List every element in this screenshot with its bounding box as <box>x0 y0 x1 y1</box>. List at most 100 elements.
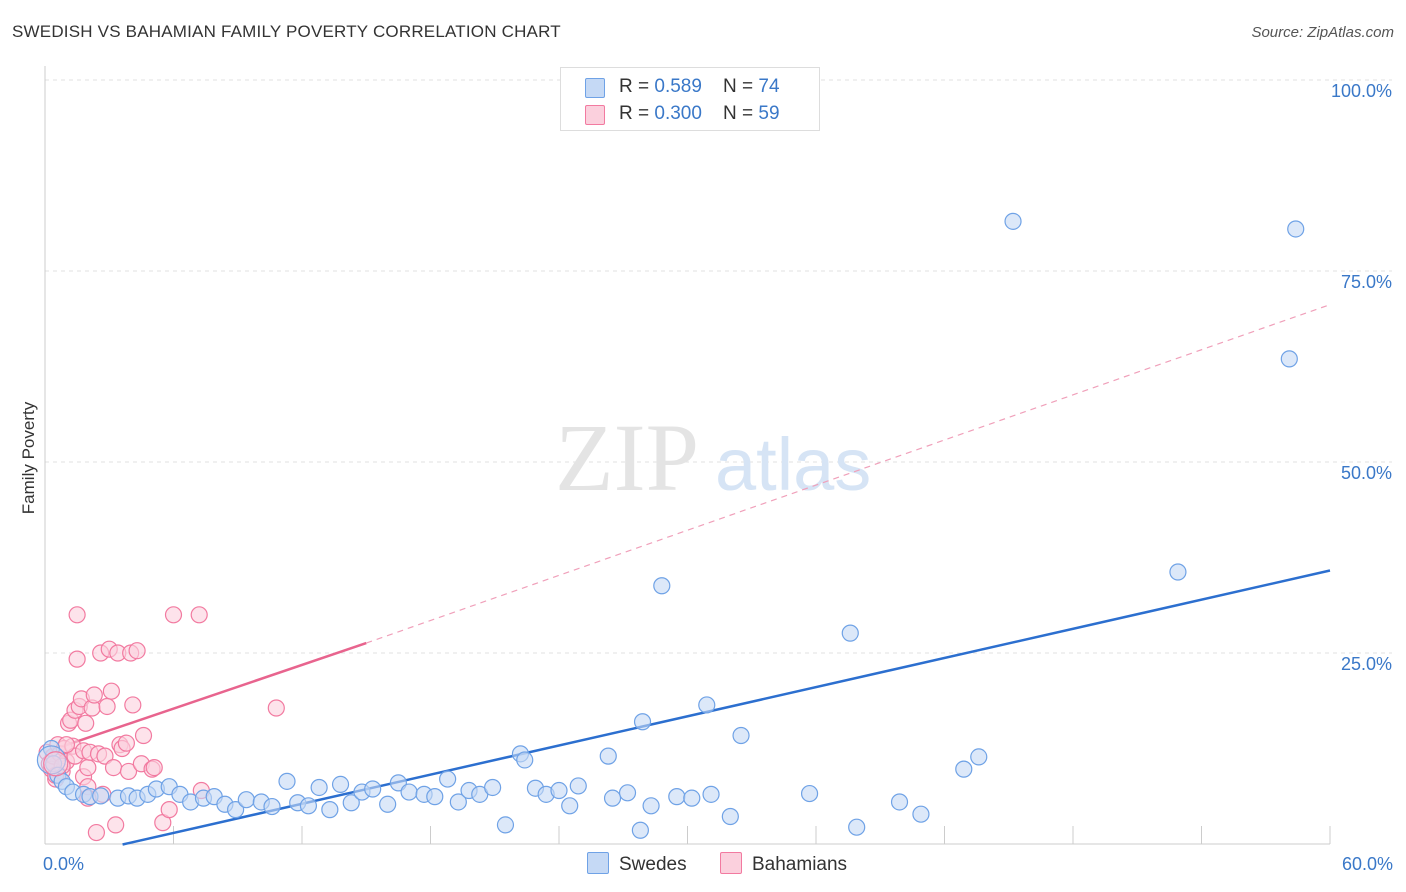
point-swedes <box>237 791 255 809</box>
data-points <box>36 212 1305 842</box>
point-bahamians <box>128 642 146 660</box>
point-swedes <box>841 624 859 642</box>
point-bahamians <box>85 686 103 704</box>
point-bahamians <box>124 696 142 714</box>
point-swedes <box>439 770 457 788</box>
point-swedes <box>603 789 622 807</box>
point-swedes <box>653 577 671 595</box>
point-swedes <box>702 785 720 803</box>
bottom-legend-bahamians: Bahamians <box>720 852 847 876</box>
grid-lines <box>45 79 1392 654</box>
point-swedes <box>1004 212 1022 230</box>
point-bahamians <box>98 697 116 716</box>
legend-n-value-bahamians: 59 <box>758 103 780 124</box>
point-swedes <box>496 816 515 834</box>
legend-n-label: N = <box>723 76 759 97</box>
point-swedes <box>618 784 637 802</box>
y-tick-label: 100.0% <box>1331 81 1392 101</box>
point-bahamians <box>134 726 153 745</box>
source-label: Source: ZipAtlas.com <box>1251 24 1394 41</box>
point-swedes <box>955 760 973 778</box>
bottom-legend-swatch-swedes <box>587 852 609 874</box>
point-swedes <box>484 778 502 797</box>
x-tick-label-max: 60.0% <box>1342 854 1393 874</box>
point-swedes <box>732 726 750 745</box>
point-bahamians-cluster <box>43 751 69 777</box>
point-swedes <box>698 696 716 714</box>
point-swedes <box>912 805 930 823</box>
y-tick-label: 50.0% <box>1341 463 1392 483</box>
y-axis-label: Family Poverty <box>19 401 38 514</box>
point-swedes <box>631 821 649 839</box>
point-bahamians <box>79 758 97 777</box>
point-swedes <box>569 777 587 795</box>
trend-extension-bahamians <box>366 304 1331 644</box>
point-swedes <box>1169 563 1187 581</box>
point-swedes <box>721 807 739 826</box>
y-tick-label: 75.0% <box>1341 272 1392 292</box>
watermark-atlas: atlas <box>715 423 871 506</box>
point-swedes <box>970 748 988 766</box>
point-swedes <box>331 775 350 794</box>
point-swedes <box>400 783 418 801</box>
bottom-legend-swatch-bahamians <box>720 852 742 874</box>
legend-r-label: R = <box>619 103 655 124</box>
legend-n-label: N = <box>723 103 759 124</box>
point-swedes <box>321 801 339 819</box>
bottom-legend-label-swedes: Swedes <box>619 854 687 875</box>
point-bahamians <box>87 823 106 842</box>
point-swedes <box>310 778 328 797</box>
watermark-zip: ZIP <box>555 404 699 511</box>
point-bahamians <box>107 816 125 834</box>
legend-r-value-bahamians: 0.300 <box>654 103 702 124</box>
tick-labels: 25.0% 50.0% 75.0% 100.0% 0.0% 60.0% <box>43 81 1393 874</box>
point-bahamians <box>267 699 285 717</box>
point-swedes <box>379 795 397 813</box>
point-swedes <box>668 788 686 806</box>
point-bahamians <box>145 758 163 777</box>
legend-r-label: R = <box>619 76 655 97</box>
point-swedes <box>426 788 444 806</box>
point-bahamians <box>68 606 86 624</box>
point-bahamians <box>117 734 135 752</box>
point-swedes <box>642 797 660 815</box>
point-swedes <box>683 789 701 807</box>
point-swedes <box>633 713 652 731</box>
x-tick-label-min: 0.0% <box>43 854 84 874</box>
point-swedes <box>1280 350 1298 368</box>
point-swedes <box>599 747 617 765</box>
point-bahamians <box>96 747 114 765</box>
legend: R = 0.589 N = 74 R = 0.300 N = 59 <box>560 67 820 131</box>
point-bahamians <box>119 762 138 781</box>
point-swedes <box>1287 220 1305 238</box>
trend-lines <box>44 304 1331 846</box>
point-swedes <box>550 781 568 800</box>
y-tick-label: 25.0% <box>1341 654 1392 674</box>
point-swedes <box>342 794 360 812</box>
point-bahamians <box>77 714 95 732</box>
point-swedes <box>449 793 467 811</box>
point-swedes <box>516 751 534 769</box>
point-swedes <box>92 787 110 805</box>
point-swedes <box>890 793 909 811</box>
point-bahamians <box>104 758 123 777</box>
point-bahamians <box>102 682 120 700</box>
legend-swatch-swedes <box>585 78 605 98</box>
watermark: ZIP atlas <box>555 404 871 511</box>
point-swedes <box>299 797 318 815</box>
point-swedes <box>278 772 296 790</box>
axes <box>44 66 1331 845</box>
trend-line-bahamians <box>44 641 367 754</box>
point-bahamians <box>190 606 208 624</box>
legend-n-value-swedes: 74 <box>758 76 780 97</box>
legend-r-value-swedes: 0.589 <box>654 76 702 97</box>
point-swedes <box>227 801 245 819</box>
point-swedes <box>800 784 819 803</box>
point-swedes <box>848 818 866 836</box>
bottom-legend-swedes: Swedes <box>587 852 687 876</box>
bottom-legend-label-bahamians: Bahamians <box>752 854 848 875</box>
point-bahamians <box>160 801 178 819</box>
point-swedes <box>364 780 382 798</box>
legend-swatch-bahamians <box>585 105 605 125</box>
